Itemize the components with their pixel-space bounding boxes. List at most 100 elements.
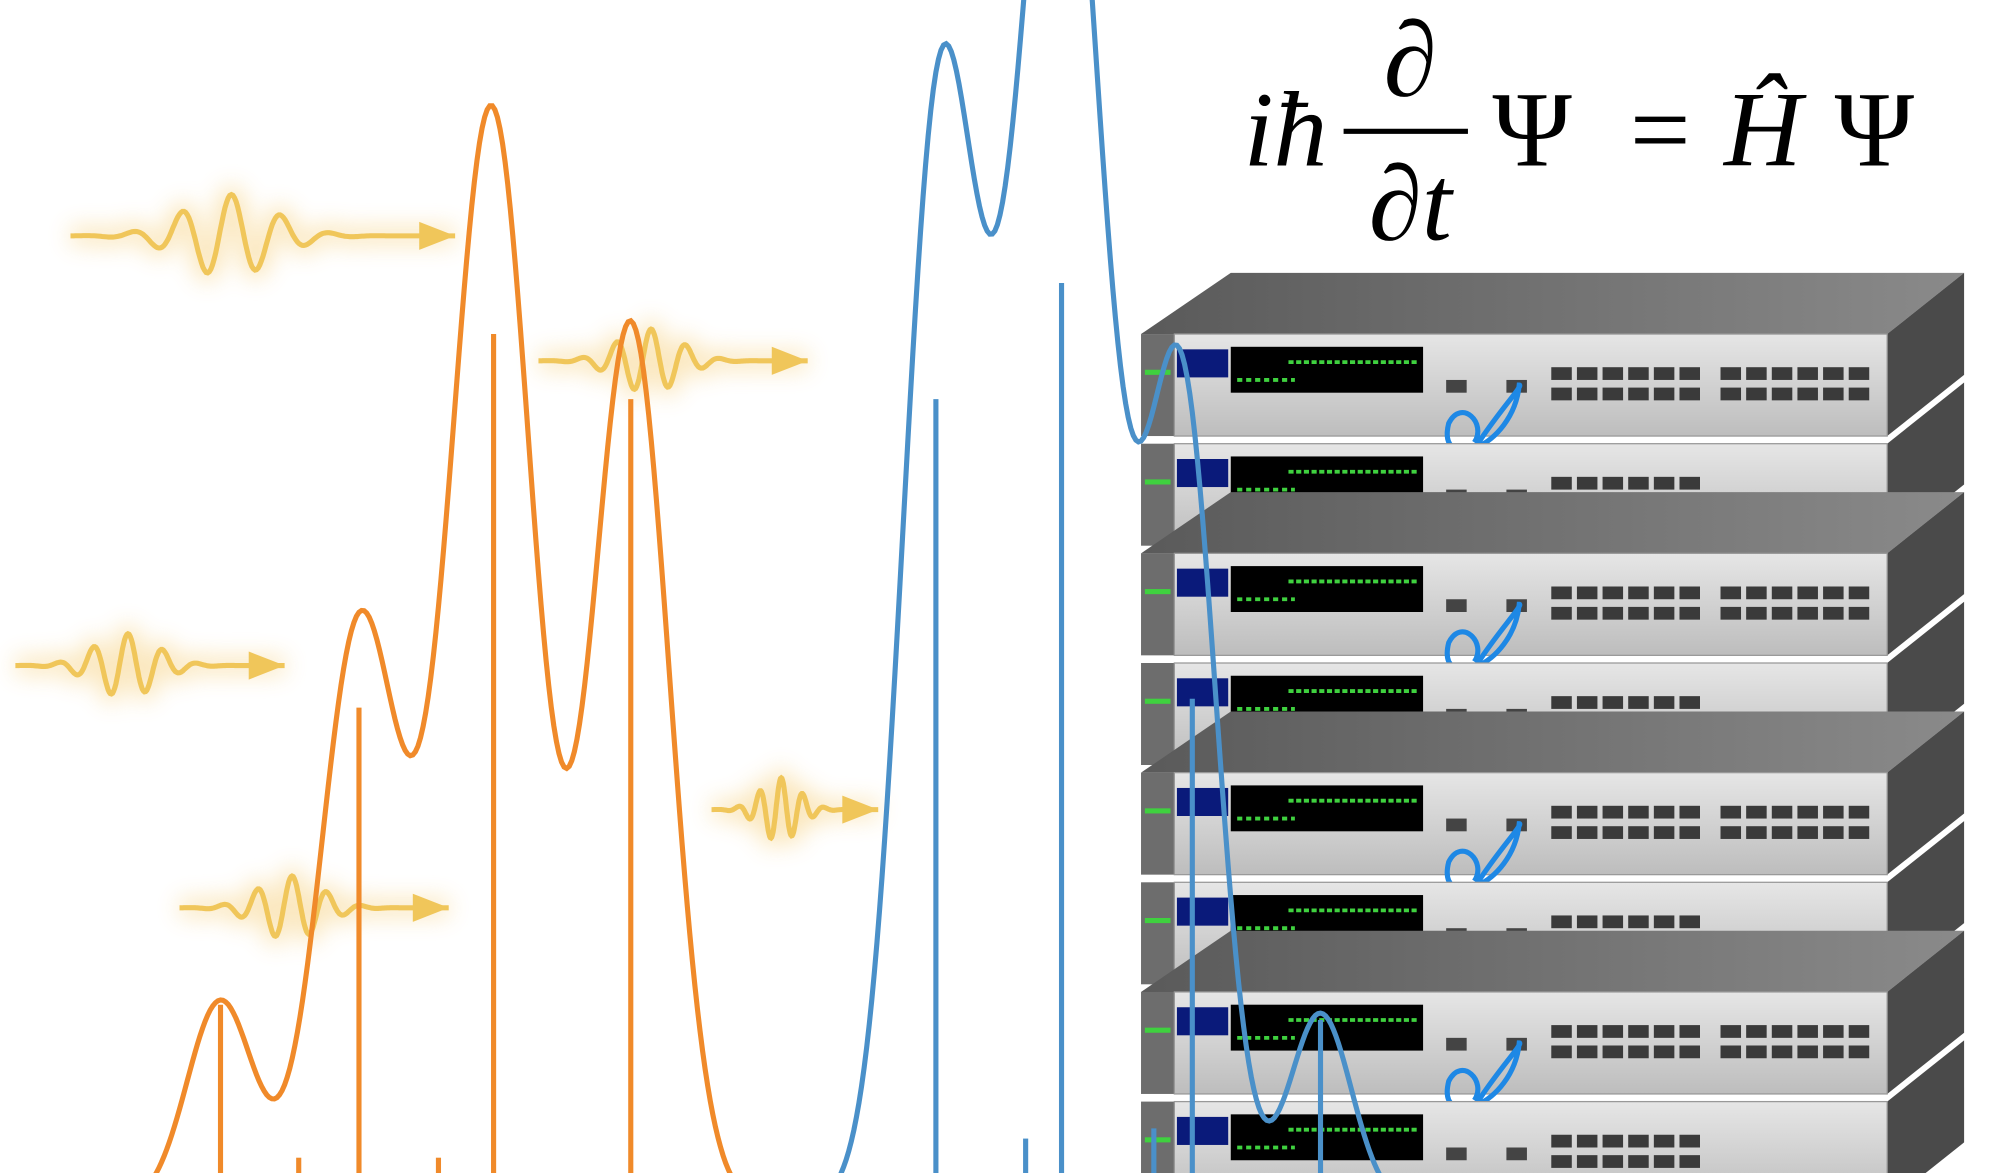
port — [1679, 1155, 1700, 1168]
port — [1576, 586, 1598, 600]
port — [1551, 1045, 1572, 1059]
port — [1576, 915, 1598, 929]
server-display — [1230, 1114, 1424, 1161]
port — [1628, 367, 1649, 380]
server-display — [1230, 346, 1424, 393]
port — [1823, 586, 1844, 600]
port — [1823, 1025, 1844, 1038]
port — [1628, 586, 1649, 600]
port — [1602, 387, 1624, 401]
server-led — [1144, 698, 1171, 704]
port — [1446, 1147, 1467, 1161]
wave — [711, 774, 879, 842]
port — [1653, 606, 1675, 620]
server-bezel — [1141, 553, 1175, 656]
port — [1602, 606, 1624, 620]
port — [1506, 1147, 1527, 1161]
port — [1720, 586, 1742, 600]
wave-arrow — [419, 221, 456, 250]
server-led — [1144, 369, 1171, 375]
blue-spectrum — [838, 0, 1382, 1173]
server-led — [1144, 1027, 1171, 1033]
port — [1797, 387, 1818, 401]
port — [1679, 476, 1700, 490]
port — [1653, 805, 1675, 819]
port — [1628, 606, 1649, 620]
server-stack — [1141, 272, 1965, 1173]
port — [1576, 367, 1598, 380]
port — [1797, 826, 1818, 839]
port — [1628, 1134, 1649, 1148]
server-display — [1230, 566, 1424, 612]
server-bezel — [1141, 443, 1175, 546]
port — [1602, 826, 1624, 839]
port — [1551, 915, 1572, 929]
port — [1576, 826, 1598, 839]
port — [1797, 586, 1818, 600]
port — [1576, 1134, 1598, 1148]
port — [1848, 805, 1870, 819]
server-top — [1141, 930, 1965, 992]
port — [1628, 915, 1649, 929]
port — [1679, 696, 1700, 709]
port — [1797, 1045, 1818, 1059]
port — [1848, 586, 1870, 600]
port — [1653, 367, 1675, 380]
port — [1446, 599, 1467, 612]
server-led — [1144, 479, 1171, 485]
port — [1797, 367, 1818, 380]
port — [1576, 805, 1598, 819]
port — [1576, 696, 1598, 709]
port — [1746, 805, 1767, 819]
port — [1823, 805, 1844, 819]
port — [1679, 387, 1700, 401]
port — [1679, 1134, 1700, 1148]
port — [1653, 1155, 1675, 1168]
port — [1602, 915, 1624, 929]
port — [1551, 826, 1572, 839]
wave — [179, 873, 449, 940]
port — [1823, 387, 1844, 401]
port — [1628, 826, 1649, 839]
wave-arrow — [248, 651, 285, 680]
port — [1602, 1155, 1624, 1168]
server-display — [1230, 785, 1424, 832]
port — [1551, 586, 1572, 600]
server-bezel — [1141, 991, 1175, 1094]
port — [1720, 1045, 1742, 1059]
port — [1771, 606, 1793, 620]
port — [1720, 387, 1742, 401]
port — [1848, 606, 1870, 620]
orange-spectrum — [153, 103, 733, 1173]
port — [1720, 1025, 1742, 1038]
server-badge — [1176, 568, 1229, 597]
wave — [15, 630, 285, 697]
server-badge — [1176, 459, 1229, 488]
port — [1746, 606, 1767, 620]
port — [1653, 1025, 1675, 1038]
port — [1746, 586, 1767, 600]
port — [1446, 379, 1467, 393]
port — [1653, 1134, 1675, 1148]
port — [1551, 387, 1572, 401]
port — [1653, 826, 1675, 839]
port — [1679, 826, 1700, 839]
port — [1576, 606, 1598, 620]
port — [1551, 367, 1572, 380]
port — [1551, 1155, 1572, 1168]
port — [1653, 476, 1675, 490]
port — [1823, 367, 1844, 380]
port — [1679, 1025, 1700, 1038]
spectrum-curve — [838, 0, 1382, 1173]
port — [1797, 1025, 1818, 1038]
port — [1746, 1025, 1767, 1038]
port — [1653, 387, 1675, 401]
wave-packets — [15, 184, 879, 947]
port — [1602, 1025, 1624, 1038]
port — [1679, 586, 1700, 600]
port — [1771, 387, 1793, 401]
port — [1551, 606, 1572, 620]
port — [1576, 476, 1598, 490]
port — [1771, 826, 1793, 839]
port — [1551, 805, 1572, 819]
